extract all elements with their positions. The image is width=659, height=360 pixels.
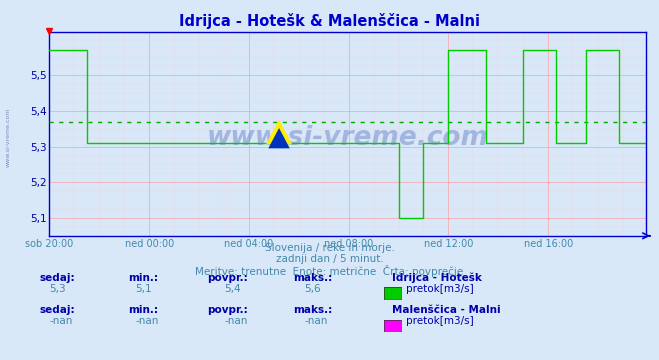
Text: maks.:: maks.: bbox=[293, 305, 333, 315]
Text: 5,3: 5,3 bbox=[49, 284, 66, 294]
Text: pretok[m3/s]: pretok[m3/s] bbox=[406, 316, 474, 326]
Polygon shape bbox=[266, 120, 292, 144]
Text: sedaj:: sedaj: bbox=[40, 305, 75, 315]
Text: 5,6: 5,6 bbox=[304, 284, 321, 294]
Text: -nan: -nan bbox=[49, 316, 72, 326]
Text: Malenščica - Malni: Malenščica - Malni bbox=[392, 305, 501, 315]
Text: 5,1: 5,1 bbox=[135, 284, 152, 294]
Text: www.si-vreme.com: www.si-vreme.com bbox=[207, 125, 488, 151]
Text: maks.:: maks.: bbox=[293, 273, 333, 283]
Text: Idrijca - Hotešk & Malenščica - Malni: Idrijca - Hotešk & Malenščica - Malni bbox=[179, 13, 480, 28]
Text: 5,4: 5,4 bbox=[224, 284, 241, 294]
Text: www.si-vreme.com: www.si-vreme.com bbox=[5, 107, 11, 167]
Text: povpr.:: povpr.: bbox=[208, 273, 248, 283]
Text: zadnji dan / 5 minut.: zadnji dan / 5 minut. bbox=[275, 254, 384, 264]
Polygon shape bbox=[268, 128, 290, 148]
Text: min.:: min.: bbox=[129, 305, 159, 315]
Text: -nan: -nan bbox=[304, 316, 328, 326]
Text: -nan: -nan bbox=[224, 316, 247, 326]
Text: pretok[m3/s]: pretok[m3/s] bbox=[406, 284, 474, 294]
Text: min.:: min.: bbox=[129, 273, 159, 283]
Text: Meritve: trenutne  Enote: metrične  Črta: povprečje: Meritve: trenutne Enote: metrične Črta: … bbox=[195, 265, 464, 276]
Text: Slovenija / reke in morje.: Slovenija / reke in morje. bbox=[264, 243, 395, 253]
Text: sedaj:: sedaj: bbox=[40, 273, 75, 283]
Text: Idrijca - Hotešk: Idrijca - Hotešk bbox=[392, 272, 482, 283]
Text: povpr.:: povpr.: bbox=[208, 305, 248, 315]
Text: -nan: -nan bbox=[135, 316, 158, 326]
